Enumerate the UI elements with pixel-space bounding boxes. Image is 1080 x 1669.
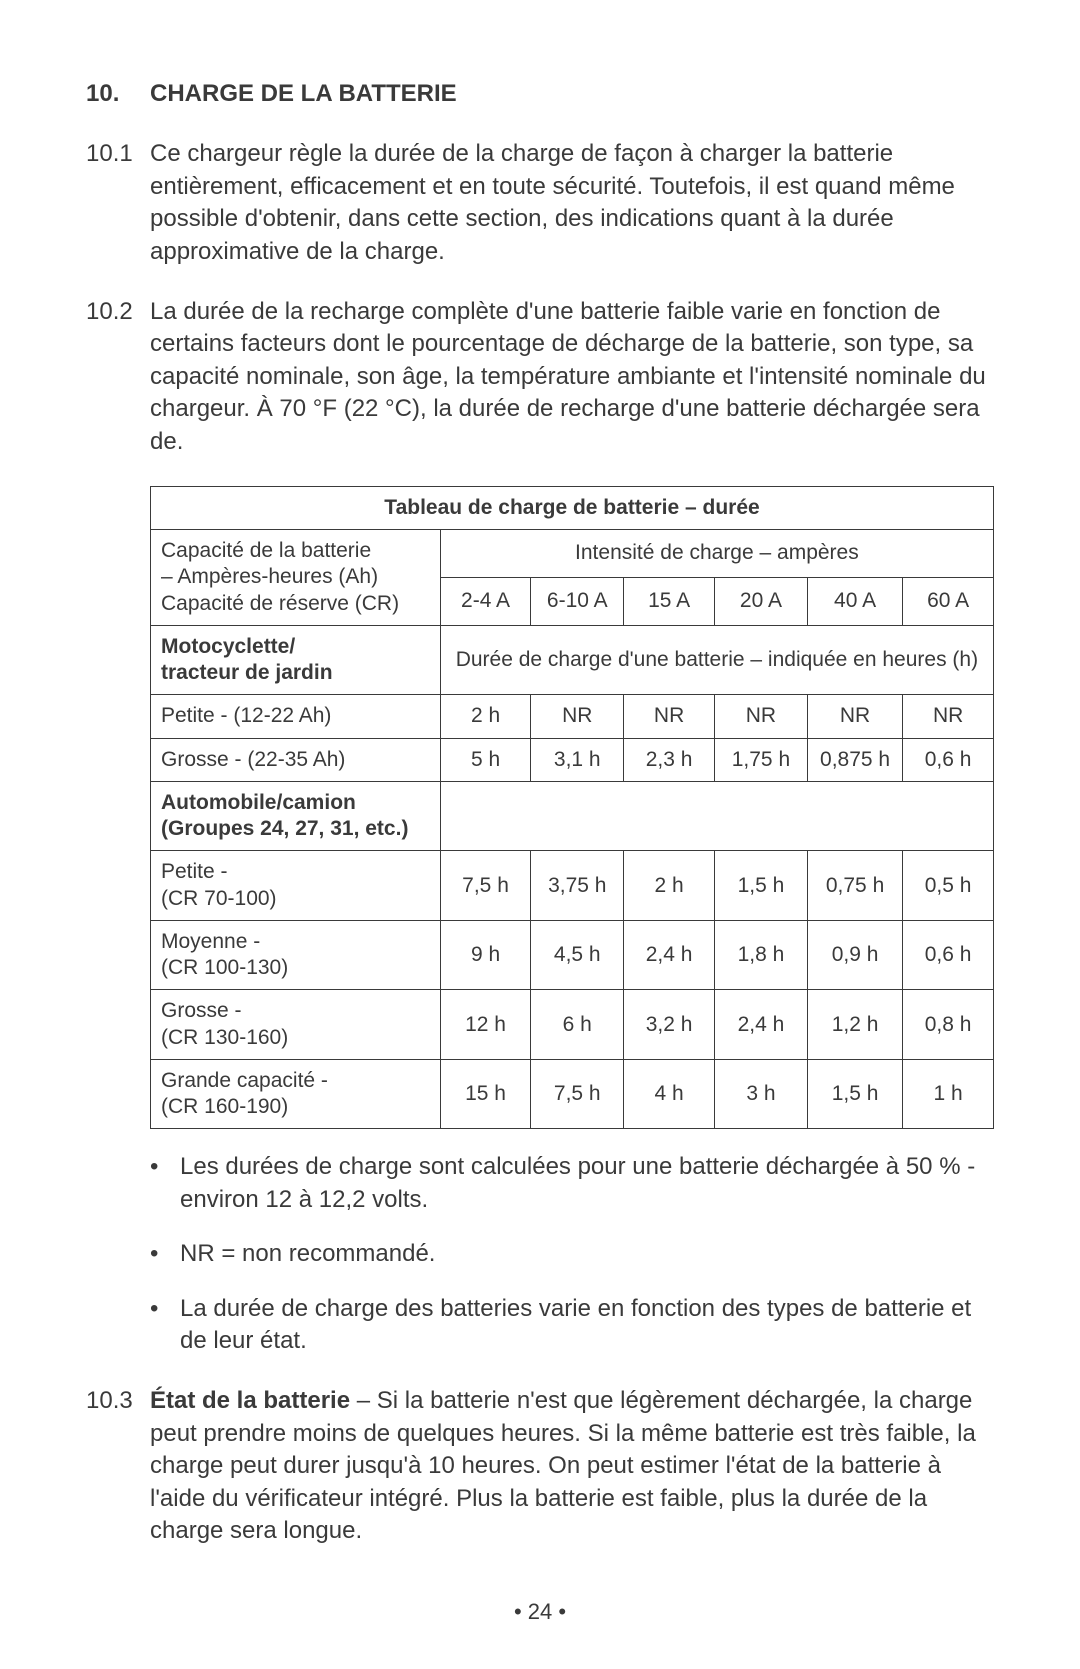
paragraph-10-3: 10.3 État de la batterie – Si la batteri… [86,1385,994,1547]
cell: 1,5 h [714,851,807,921]
row-label: Grosse -(CR 130-160) [151,990,441,1060]
paragraph-text: La durée de la recharge complète d'une b… [150,296,994,458]
cell: NR [903,695,994,738]
amp-header: 20 A [714,578,807,626]
table-row: Petite -(CR 70-100) 7,5 h 3,75 h 2 h 1,5… [151,851,994,921]
list-item: • NR = non recommandé. [150,1238,994,1270]
cell: NR [624,695,715,738]
table-row: Grosse - (22-35 Ah) 5 h 3,1 h 2,3 h 1,75… [151,738,994,781]
bullet-icon: • [150,1293,180,1325]
row-label: Petite - (12-22 Ah) [151,695,441,738]
cell: 1,8 h [714,920,807,990]
cell: 4,5 h [531,920,624,990]
cell: 2,4 h [714,990,807,1060]
cell: 7,5 h [531,1059,624,1129]
cell: NR [531,695,624,738]
section-number: 10. [86,78,150,110]
cell: 1,75 h [714,738,807,781]
intensity-header: Intensité de charge – ampères [440,530,993,578]
cell: 4 h [624,1059,715,1129]
row-label: Petite -(CR 70-100) [151,851,441,921]
paragraph-number: 10.1 [86,138,150,170]
notes-list: • Les durées de charge sont calculées po… [150,1151,994,1357]
cell: 7,5 h [440,851,531,921]
cell: 0,6 h [903,738,994,781]
bullet-icon: • [150,1151,180,1183]
cell: 12 h [440,990,531,1060]
row-label: Grande capacité -(CR 160-190) [151,1059,441,1129]
list-item-text: La durée de charge des batteries varie e… [180,1293,994,1358]
capacity-header-line2: – Ampères-heures (Ah) Capacité de réserv… [161,565,399,614]
section-title: CHARGE DE LA BATTERIE [150,78,457,110]
cell: 0,75 h [807,851,902,921]
moto-header: Motocyclette/ tracteur de jardin [151,625,441,695]
row-label: Moyenne -(CR 100-130) [151,920,441,990]
paragraph-text: État de la batterie – Si la batterie n'e… [150,1385,994,1547]
cell: 1,2 h [807,990,902,1060]
cell: 5 h [440,738,531,781]
cell: 15 h [440,1059,531,1129]
table-row: Moyenne -(CR 100-130) 9 h 4,5 h 2,4 h 1,… [151,920,994,990]
cell: 2 h [440,695,531,738]
capacity-header-line1: Capacité de la batterie [161,539,371,562]
cell: NR [714,695,807,738]
table-row: Grosse -(CR 130-160) 12 h 6 h 3,2 h 2,4 … [151,990,994,1060]
cell: 2 h [624,851,715,921]
cell: 0,6 h [903,920,994,990]
duration-header: Durée de charge d'une batterie – indiqué… [440,625,993,695]
paragraph-10-1: 10.1 Ce chargeur règle la durée de la ch… [86,138,994,268]
amp-header: 40 A [807,578,902,626]
cell: 1,5 h [807,1059,902,1129]
cell: 3,2 h [624,990,715,1060]
paragraph-number: 10.3 [86,1385,150,1417]
cell: 3,1 h [531,738,624,781]
amp-header: 60 A [903,578,994,626]
table-title: Tableau de charge de batterie – durée [151,486,994,529]
amp-header: 15 A [624,578,715,626]
cell: 0,8 h [903,990,994,1060]
manual-page: 10. CHARGE DE LA BATTERIE 10.1 Ce charge… [0,0,1080,1669]
table-row: Grande capacité -(CR 160-190) 15 h 7,5 h… [151,1059,994,1129]
auto-header: Automobile/camion (Groupes 24, 27, 31, e… [151,781,441,851]
cell: 0,875 h [807,738,902,781]
cell: 1 h [903,1059,994,1129]
bullet-icon: • [150,1238,180,1270]
cell: 2,4 h [624,920,715,990]
cell: 6 h [531,990,624,1060]
amp-header: 6-10 A [531,578,624,626]
paragraph-10-2: 10.2 La durée de la recharge complète d'… [86,296,994,458]
cell: 0,5 h [903,851,994,921]
cell: NR [807,695,902,738]
row-label: Grosse - (22-35 Ah) [151,738,441,781]
paragraph-lead: État de la batterie [150,1387,350,1414]
cell: 0,9 h [807,920,902,990]
list-item: • Les durées de charge sont calculées po… [150,1151,994,1216]
table-row: Petite - (12-22 Ah) 2 h NR NR NR NR NR [151,695,994,738]
empty-cell [440,781,993,851]
paragraph-number: 10.2 [86,296,150,328]
cell: 9 h [440,920,531,990]
cell: 3,75 h [531,851,624,921]
page-number: • 24 • [0,1599,1080,1625]
section-heading: 10. CHARGE DE LA BATTERIE [86,78,994,110]
list-item-text: NR = non recommandé. [180,1238,435,1270]
cell: 3 h [714,1059,807,1129]
charge-duration-table: Tableau de charge de batterie – durée Ca… [150,486,994,1130]
cell: 2,3 h [624,738,715,781]
paragraph-text: Ce chargeur règle la durée de la charge … [150,138,994,268]
capacity-header: Capacité de la batterie – Ampères-heures… [151,530,441,626]
amp-header: 2-4 A [440,578,531,626]
list-item-text: Les durées de charge sont calculées pour… [180,1151,994,1216]
list-item: • La durée de charge des batteries varie… [150,1293,994,1358]
charge-table-block: Tableau de charge de batterie – durée Ca… [150,486,994,1357]
